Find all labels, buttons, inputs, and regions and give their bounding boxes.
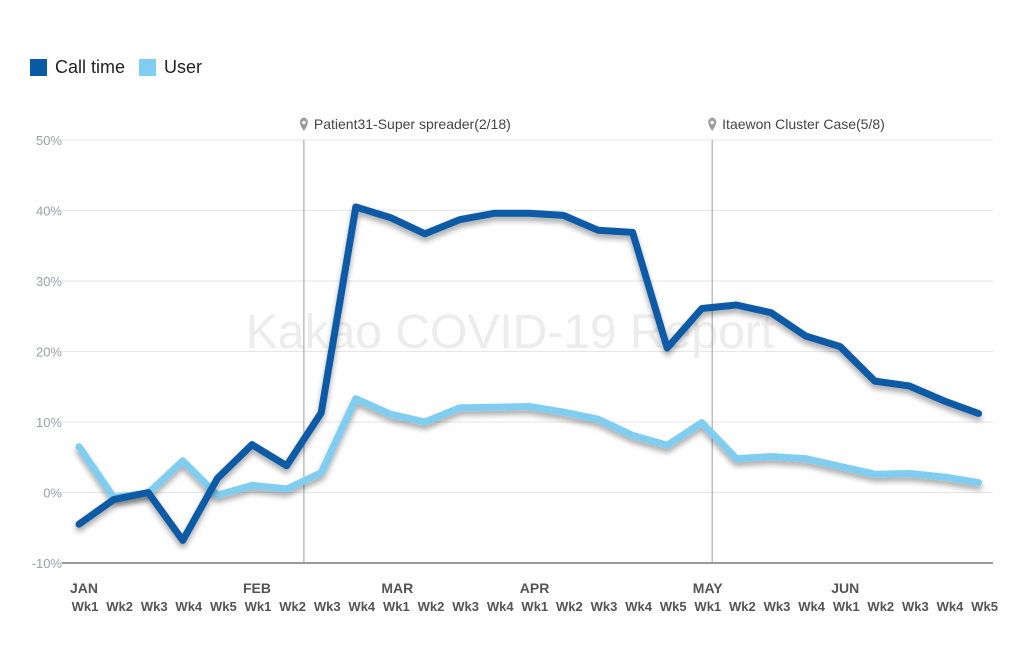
x-tick-label: Wk2 bbox=[418, 599, 445, 614]
legend-label-call-time: Call time bbox=[55, 57, 126, 77]
legend: Call time User bbox=[30, 57, 202, 78]
legend-item-user[interactable]: User bbox=[139, 57, 202, 78]
x-month-label: JAN bbox=[70, 580, 98, 596]
x-tick-label: Wk4 bbox=[487, 599, 515, 614]
x-tick-label: Wk1 bbox=[245, 599, 272, 614]
x-month-label: APR bbox=[520, 580, 550, 596]
x-tick-label: Wk3 bbox=[452, 599, 479, 614]
map-pin-dot bbox=[302, 120, 306, 125]
y-tick-label: 30% bbox=[36, 274, 62, 289]
y-tick-label: 40% bbox=[36, 204, 62, 219]
x-tick-label: Wk1 bbox=[833, 599, 860, 614]
x-tick-label: Wk5 bbox=[660, 599, 687, 614]
x-tick-label: Wk4 bbox=[937, 599, 965, 614]
legend-label-user: User bbox=[164, 57, 203, 77]
series-line-user[interactable] bbox=[75, 395, 983, 501]
legend-item-call-time[interactable]: Call time bbox=[30, 57, 125, 78]
x-tick-label: Wk2 bbox=[279, 599, 306, 614]
x-month-label: JUN bbox=[831, 580, 859, 596]
y-tick-label: 10% bbox=[36, 415, 62, 430]
x-tick-label: Wk5 bbox=[210, 599, 237, 614]
x-tick-label: Wk5 bbox=[971, 599, 998, 614]
x-tick-label: Wk1 bbox=[694, 599, 721, 614]
x-tick-label: Wk2 bbox=[106, 599, 133, 614]
map-pin-dot bbox=[710, 120, 714, 125]
x-tick-label: Wk1 bbox=[521, 599, 548, 614]
series-layer bbox=[75, 203, 983, 544]
x-tick-label: Wk1 bbox=[383, 599, 410, 614]
x-tick-label: Wk3 bbox=[314, 599, 341, 614]
x-month-label: FEB bbox=[243, 580, 271, 596]
legend-swatch-user bbox=[139, 59, 157, 76]
y-tick-label: -10% bbox=[32, 556, 63, 571]
x-tick-label: Wk2 bbox=[867, 599, 894, 614]
series-line-call-time[interactable] bbox=[75, 203, 983, 544]
x-tick-label: Wk4 bbox=[175, 599, 203, 614]
x-tick-label: Wk3 bbox=[902, 599, 929, 614]
y-tick-label: 0% bbox=[43, 486, 62, 501]
x-tick-label: Wk1 bbox=[72, 599, 99, 614]
x-tick-label: Wk3 bbox=[141, 599, 168, 614]
x-month-label: MAR bbox=[381, 580, 413, 596]
annotation-label: Patient31-Super spreader(2/18) bbox=[314, 116, 511, 132]
x-tick-label: Wk3 bbox=[764, 599, 791, 614]
x-tick-label: Wk2 bbox=[729, 599, 756, 614]
x-tick-label: Wk3 bbox=[591, 599, 618, 614]
legend-swatch-call-time bbox=[30, 59, 47, 76]
x-axis: JAN FEB MAR APR MAY JUN Wk1 Wk2 Wk3 Wk4 Wk5 Wk1 Wk2 W… bbox=[70, 580, 998, 614]
x-tick-label: Wk2 bbox=[556, 599, 583, 614]
x-tick-label: Wk4 bbox=[798, 599, 826, 614]
y-tick-label: 50% bbox=[36, 133, 62, 148]
grid-layer: -10% 0% 10% 20% 30% 40% 50% bbox=[32, 133, 993, 571]
annotations-layer: Patient31-Super spreader(2/18) Itaewon Cl… bbox=[299, 116, 885, 563]
annotation-label: Itaewon Cluster Case(5/8) bbox=[722, 116, 885, 132]
x-month-label: MAY bbox=[693, 580, 723, 596]
x-tick-label: Wk4 bbox=[348, 599, 376, 614]
y-tick-label: 20% bbox=[36, 345, 62, 360]
x-tick-label: Wk4 bbox=[625, 599, 653, 614]
